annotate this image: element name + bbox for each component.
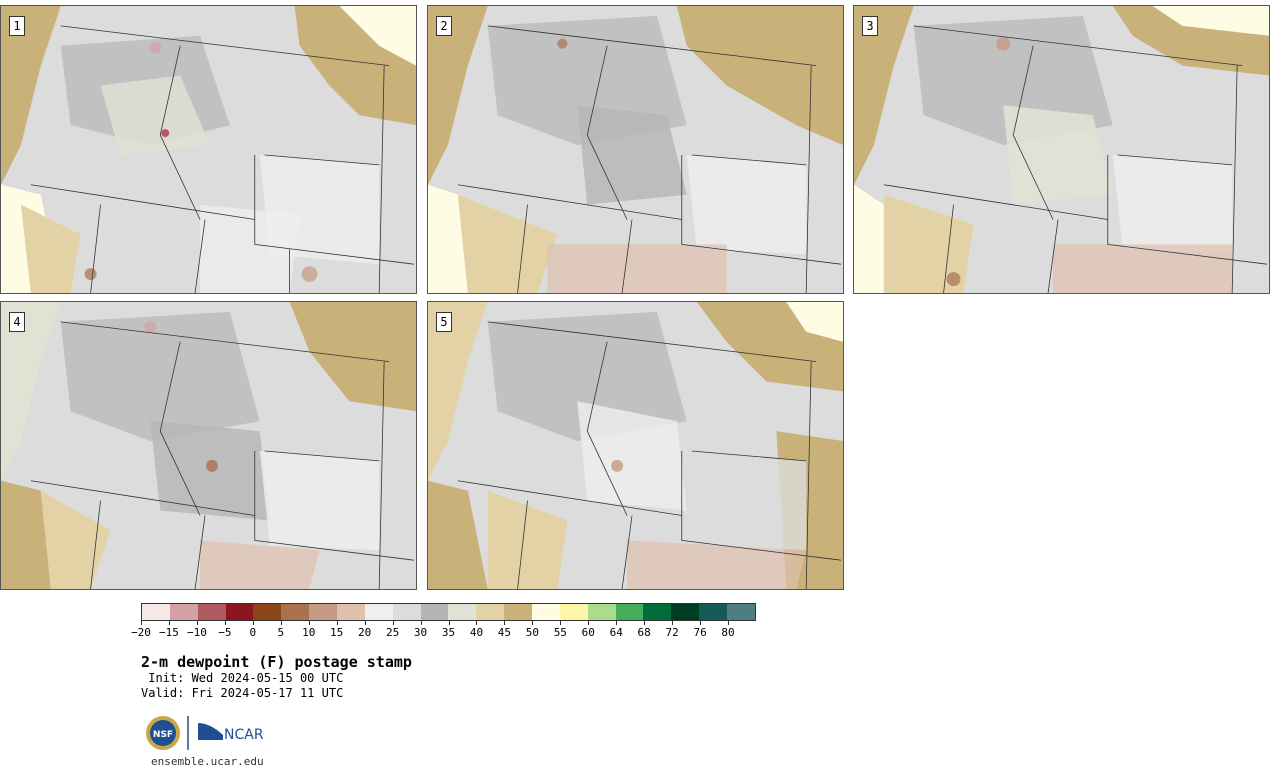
colorbar-tick [141, 621, 142, 625]
map-field [1, 302, 416, 589]
colorbar-swatch [476, 604, 505, 620]
colorbar-swatch [671, 604, 700, 620]
colorbar-swatch [281, 604, 310, 620]
colorbar-tick-label: 10 [302, 626, 316, 639]
colorbar-swatch [615, 604, 644, 620]
colorbar-tick-label: −20 [131, 626, 151, 639]
map-field [428, 302, 843, 589]
colorbar-tick [700, 621, 702, 625]
colorbar-tick [364, 621, 366, 625]
colorbar-tick-label: 60 [581, 626, 595, 639]
colorbar-tick-label: 20 [358, 626, 372, 639]
colorbar-tick-label: −5 [218, 626, 232, 639]
colorbar-swatch [169, 604, 198, 620]
footer-url: ensemble.ucar.edu [151, 755, 264, 768]
map-field [854, 6, 1269, 293]
colorbar-swatch [448, 604, 477, 620]
colorbar-tick [532, 621, 534, 625]
colorbar-tick [644, 621, 646, 625]
colorbar-tick [728, 621, 730, 625]
colorbar-swatch [392, 604, 421, 620]
colorbar-tick [616, 621, 618, 625]
colorbar-tick-label: 55 [553, 626, 567, 639]
colorbar-tick [308, 621, 310, 625]
valid-time: Valid: Fri 2024-05-17 11 UTC [141, 686, 344, 700]
colorbar-swatch [643, 604, 672, 620]
colorbar-tick-label: 80 [721, 626, 735, 639]
forecast-panel-4: 4 [0, 301, 417, 590]
plot-title: 2-m dewpoint (F) postage stamp [141, 653, 412, 671]
ncar-logo-icon: NCAR [198, 723, 264, 743]
svg-text:NCAR: NCAR [224, 727, 264, 743]
colorbar-tick [336, 621, 338, 625]
colorbar-tick [560, 621, 562, 625]
colorbar-tick [168, 621, 170, 625]
colorbar-swatch [337, 604, 365, 620]
colorbar-swatch [532, 604, 560, 620]
map-field [428, 6, 843, 293]
colorbar-swatch [364, 604, 393, 620]
colorbar-swatch [253, 604, 282, 620]
colorbar-tick [392, 621, 394, 625]
colorbar-tick [252, 621, 254, 625]
colorbar-tick-label: 5 [277, 626, 285, 639]
colorbar-tick-label: −10 [186, 626, 207, 639]
nsf-ncar-logo: NSF NCAR [146, 716, 264, 750]
init-time: Init: Wed 2024-05-15 00 UTC [141, 671, 344, 685]
colorbar-tick [280, 621, 282, 625]
colorbar-tick-label: 0 [249, 626, 257, 639]
colorbar-swatch [699, 604, 728, 620]
colorbar-tick [420, 621, 422, 625]
colorbar-tick [224, 621, 226, 625]
colorbar-tick-label: 30 [413, 626, 428, 639]
forecast-panel-5: 5 [427, 301, 844, 590]
colorbar-swatch [142, 604, 170, 620]
colorbar-tick [448, 621, 450, 625]
forecast-panel-2: 2 [427, 5, 844, 294]
svg-text:NSF: NSF [153, 730, 173, 740]
panel-number-label: 3 [862, 16, 878, 36]
colorbar-swatch [587, 604, 616, 620]
colorbar-tick-label: 64 [609, 626, 623, 639]
colorbar-swatch [420, 604, 449, 620]
colorbar-tick-label: 76 [693, 626, 707, 639]
colorbar-tick [476, 621, 478, 625]
map-field [1, 6, 416, 293]
panel-number-label: 5 [436, 312, 452, 332]
colorbar-tick-label: 40 [469, 626, 484, 639]
forecast-panel-3: 3 [853, 5, 1270, 294]
colorbar-tick-label: 35 [441, 626, 456, 639]
colorbar-swatch [727, 604, 755, 620]
colorbar-ticks: −20 −15 −10 −5 0 5 10 15 20 25 30 35 40 45 50 55 60 64 68 7… [131, 621, 756, 643]
colorbar-swatch [309, 604, 338, 620]
colorbar-tick [196, 621, 198, 625]
forecast-panel-1: 1 [0, 5, 417, 294]
colorbar [141, 603, 756, 621]
colorbar-tick [672, 621, 674, 625]
panel-number-label: 1 [9, 16, 25, 36]
colorbar-swatch [197, 604, 226, 620]
panel-number-label: 2 [436, 16, 452, 36]
colorbar-tick-label: 25 [385, 626, 400, 639]
colorbar-tick-label: −15 [159, 626, 179, 639]
colorbar-swatch [559, 604, 588, 620]
colorbar-tick-label: 72 [665, 626, 679, 639]
colorbar-swatch [504, 604, 533, 620]
colorbar-tick [504, 621, 506, 625]
colorbar-tick-label: 50 [525, 626, 539, 639]
colorbar-tick [588, 621, 590, 625]
nsf-logo-icon: NSF [146, 716, 180, 750]
colorbar-tick-label: 15 [330, 626, 344, 639]
colorbar-tick-label: 45 [497, 626, 512, 639]
colorbar-tick-label: 68 [637, 626, 651, 639]
panel-number-label: 4 [9, 312, 25, 332]
colorbar-swatch [225, 604, 254, 620]
